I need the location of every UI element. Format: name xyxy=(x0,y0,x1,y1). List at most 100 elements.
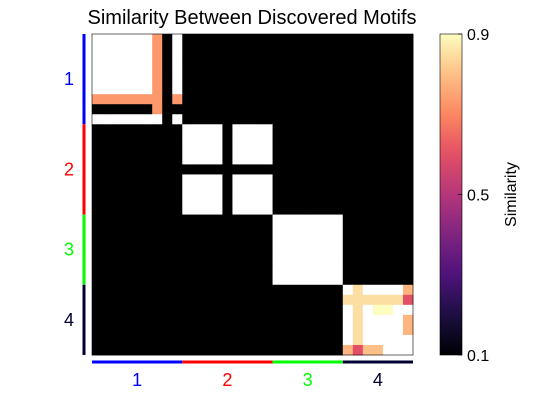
heatmap-cell xyxy=(392,54,404,65)
heatmap-cell xyxy=(302,334,314,346)
heatmap-cell xyxy=(402,124,414,135)
heatmap-cell xyxy=(392,84,404,95)
heatmap-cell xyxy=(262,34,273,45)
heatmap-cell xyxy=(302,44,314,55)
heatmap-cell xyxy=(212,264,223,276)
heatmap-cell xyxy=(372,54,384,65)
heatmap-cell xyxy=(292,254,304,266)
heatmap-cell xyxy=(282,54,294,65)
heatmap-cell xyxy=(202,84,213,95)
heatmap-cell xyxy=(222,224,233,236)
heatmap-cell xyxy=(222,294,233,306)
heatmap-cell xyxy=(322,264,334,276)
heatmap-cell xyxy=(142,284,153,296)
heatmap-cell xyxy=(182,264,193,276)
heatmap-cell xyxy=(392,234,404,246)
heatmap-cell xyxy=(382,94,394,105)
heatmap-cell xyxy=(182,274,193,286)
heatmap-cell xyxy=(382,104,394,115)
heatmap-cell xyxy=(312,334,324,346)
heatmap-cell xyxy=(152,174,163,185)
heatmap-cell xyxy=(262,264,273,276)
heatmap-cell xyxy=(252,314,263,326)
heatmap-cell xyxy=(282,124,294,135)
heatmap-cell xyxy=(282,344,294,356)
heatmap-cell xyxy=(92,94,103,105)
heatmap-cell xyxy=(242,144,253,155)
heatmap-cell xyxy=(332,324,344,336)
heatmap-cell xyxy=(92,204,103,215)
heatmap-cell xyxy=(232,104,243,115)
heatmap-cell xyxy=(302,134,314,145)
heatmap-cell xyxy=(352,64,364,75)
heatmap-cell xyxy=(162,144,173,155)
heatmap-cell xyxy=(232,84,243,95)
heatmap-cell xyxy=(92,54,103,65)
heatmap-cell xyxy=(332,284,344,296)
heatmap-cell xyxy=(102,334,113,346)
heatmap-cell xyxy=(322,114,334,125)
heatmap-cell xyxy=(182,104,193,115)
colorbar: 0.1 0.5 0.9 xyxy=(439,27,489,365)
heatmap-cell xyxy=(162,64,173,75)
heatmap-cell xyxy=(242,214,253,225)
heatmap-cell xyxy=(142,94,153,105)
heatmap-cell xyxy=(112,334,123,346)
heatmap-cell xyxy=(402,284,414,296)
heatmap-cell xyxy=(92,234,103,246)
heatmap-cell xyxy=(282,154,294,165)
heatmap-cell xyxy=(92,74,103,85)
heatmap-cell xyxy=(202,254,213,266)
heatmap-cell xyxy=(312,164,324,175)
heatmap-cell xyxy=(192,94,203,105)
heatmap-cell xyxy=(102,324,113,336)
heatmap-cell xyxy=(112,204,123,215)
heatmap-cell xyxy=(142,134,153,145)
heatmap-cell xyxy=(132,264,143,276)
heatmap-cell xyxy=(372,344,384,356)
heatmap-cell xyxy=(302,184,314,195)
heatmap-cell xyxy=(202,154,213,165)
heatmap-cell xyxy=(142,314,153,326)
heatmap-cell xyxy=(362,144,374,155)
heatmap-cell xyxy=(202,304,213,316)
heatmap-cell xyxy=(302,314,314,326)
heatmap-cell xyxy=(312,204,324,215)
heatmap-cell xyxy=(192,334,203,346)
heatmap-cell xyxy=(242,324,253,336)
heatmap-cell xyxy=(362,274,374,286)
heatmap-cell xyxy=(402,344,414,356)
heatmap-cell xyxy=(342,104,354,115)
heatmap-cell xyxy=(332,314,344,326)
heatmap-cell xyxy=(362,134,374,145)
heatmap-cell xyxy=(152,54,163,65)
heatmap-cell xyxy=(102,214,113,225)
heatmap-cell xyxy=(172,34,183,45)
heatmap-cell xyxy=(312,224,324,236)
heatmap-cell xyxy=(332,344,344,356)
heatmap-cell xyxy=(272,344,283,356)
heatmap-cell xyxy=(352,344,364,356)
heatmap-cell xyxy=(342,174,354,185)
heatmap-cell xyxy=(112,34,123,45)
heatmap-cell xyxy=(342,214,354,225)
heatmap-cell xyxy=(332,164,344,175)
heatmap-cell xyxy=(362,174,374,185)
heatmap-cell xyxy=(102,254,113,266)
heatmap-cell xyxy=(202,104,213,115)
heatmap-cell xyxy=(292,94,304,105)
heatmap-cell xyxy=(252,34,263,45)
heatmap-cell xyxy=(382,54,394,65)
heatmap-cell xyxy=(282,34,294,45)
heatmap-cell xyxy=(242,334,253,346)
heatmap-cell xyxy=(252,274,263,286)
heatmap-cell xyxy=(162,184,173,195)
heatmap-cell xyxy=(92,44,103,55)
heatmap-cell xyxy=(112,254,123,266)
heatmap-cell xyxy=(322,234,334,246)
heatmap-cell xyxy=(122,314,133,326)
heatmap-cell xyxy=(352,214,364,225)
heatmap-cell xyxy=(282,164,294,175)
heatmap-cell xyxy=(152,264,163,276)
heatmap-cell xyxy=(222,44,233,55)
